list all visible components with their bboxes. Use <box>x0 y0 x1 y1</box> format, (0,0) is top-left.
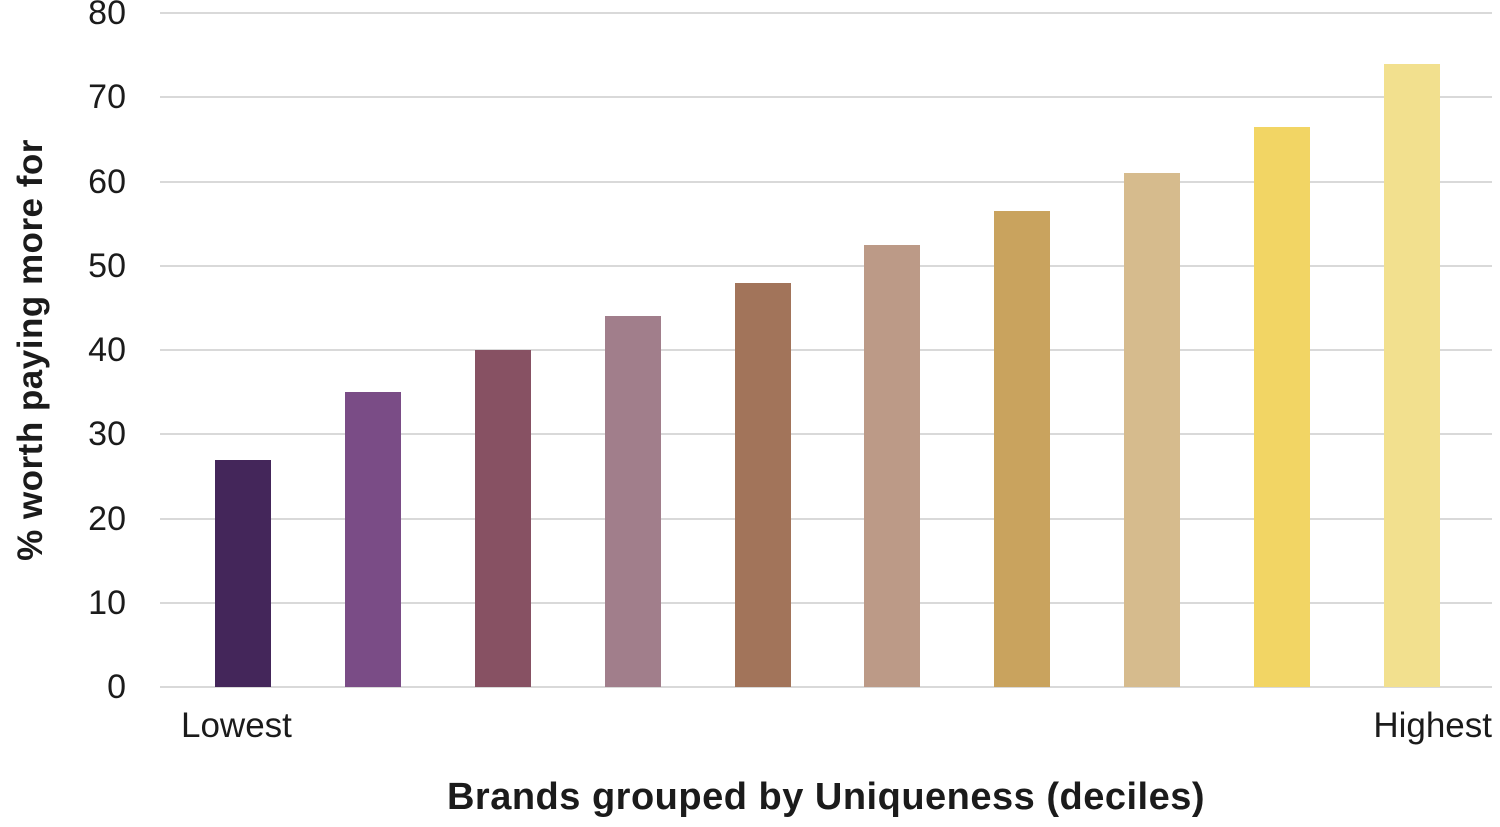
x-axis-label-lowest: Lowest <box>181 706 292 745</box>
y-tick-10: 10 <box>88 583 126 622</box>
plot-area <box>160 12 1492 688</box>
y-tick-0: 0 <box>107 668 126 706</box>
y-tick-60: 60 <box>88 162 126 201</box>
y-tick-30: 30 <box>88 415 126 454</box>
gridline-70 <box>160 96 1492 99</box>
y-axis-tick-labels: 0 10 20 30 40 50 60 70 80 <box>0 0 126 704</box>
gridline-60 <box>160 180 1492 183</box>
bar-decile-1 <box>215 459 271 687</box>
gridline-50 <box>160 264 1492 267</box>
x-axis-title: Brands grouped by Uniqueness (deciles) <box>446 776 1206 818</box>
bar-decile-9 <box>1254 126 1310 687</box>
y-tick-40: 40 <box>88 331 126 369</box>
gridline-30 <box>160 433 1492 436</box>
x-axis-label-highest: Highest <box>1373 706 1492 745</box>
gridline-10 <box>160 601 1492 604</box>
bar-decile-7 <box>994 211 1051 687</box>
y-tick-70: 70 <box>88 78 126 117</box>
bar-decile-3 <box>474 350 531 687</box>
bar-decile-5 <box>734 282 791 687</box>
bar-decile-2 <box>344 392 401 687</box>
bar-decile-6 <box>864 244 921 687</box>
bar-decile-8 <box>1124 173 1181 687</box>
gridline-80 <box>160 12 1492 14</box>
y-tick-50: 50 <box>88 246 126 285</box>
y-tick-80: 80 <box>88 0 126 32</box>
gridline-40 <box>160 349 1492 351</box>
gridline-0 <box>160 686 1492 688</box>
gridline-20 <box>160 517 1492 520</box>
bar-decile-10 <box>1383 63 1440 687</box>
bars-row <box>160 13 1492 687</box>
bar-decile-4 <box>604 316 661 687</box>
y-tick-20: 20 <box>88 499 126 538</box>
x-axis-end-labels: Lowest Highest <box>160 706 1492 746</box>
